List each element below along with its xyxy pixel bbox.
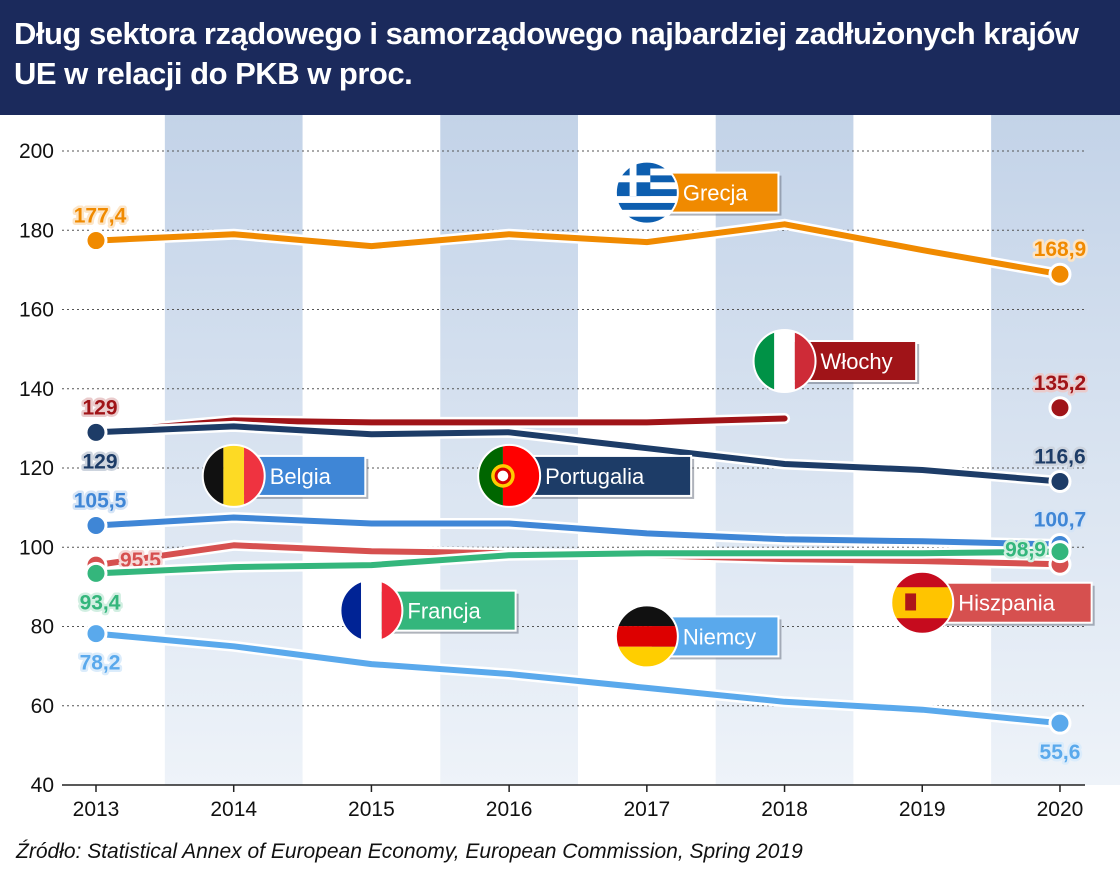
x-tick-label: 2013 [73,798,120,821]
y-tick-label: 80 [31,616,54,639]
y-tick-label: 140 [19,378,54,401]
x-tick-label: 2016 [486,798,533,821]
tag-box [512,454,693,497]
flag-ring [890,570,955,635]
data-point [84,622,108,646]
x-tick-label: 2020 [1037,798,1084,821]
y-tick-label: 200 [19,140,54,163]
x-tick-label: 2017 [623,798,670,821]
data-label: 135,2 [1034,372,1087,395]
chart-title: Dług sektora rządowego i samorządowego n… [14,16,1079,91]
x-tick-label: 2019 [899,798,946,821]
data-label: 116,6 [1034,445,1085,468]
series-name: Belgia [270,464,332,489]
data-point [1048,262,1072,286]
series-francja: 93,4 98,9 Francja [77,536,1072,643]
greece-flag-icon [615,161,678,224]
series-line [93,423,1063,485]
spain-flag-icon [891,571,954,634]
series-tag-francja: Francja [339,578,519,643]
series-tag-grecja: Grecja [614,160,782,225]
series-belgia: 105,5 100,7 Belgia [71,443,1089,556]
y-tick-label: 180 [19,219,54,242]
data-label: 105,5 [74,489,127,512]
flag-ring [614,160,679,225]
series-tag-belgia: Belgia [201,443,369,508]
y-tick-label: 160 [19,299,54,322]
series-line [93,548,1063,577]
series-name: Grecja [683,181,749,206]
y-tick-label: 100 [19,536,54,559]
title-bar: Dług sektora rządowego i samorządowego n… [0,0,1120,115]
series-name: Włochy [821,349,893,374]
data-label: 55,6 [1040,741,1081,764]
flag-ring [614,604,679,669]
series-tag-niemcy: Niemcy [614,604,782,669]
series-tag-hiszpania: Hiszpania [890,570,1095,635]
data-point [1048,711,1072,735]
x-tick-label: 2018 [761,798,808,821]
data-point [1048,469,1072,493]
data-point [84,513,108,537]
x-tick-label: 2014 [210,798,257,821]
data-point [1048,396,1072,420]
series-tag-włochy: Włochy [752,329,920,394]
series-tag-portugalia: Portugalia [477,443,695,508]
series-name: Portugalia [545,464,645,489]
y-tick-label: 120 [19,457,54,480]
series-niemcy: 78,2 55,6 Niemcy [77,604,1083,767]
data-label: 100,7 [1034,508,1087,531]
flag-ring [201,443,266,508]
y-tick-label: 40 [31,774,54,797]
data-label: 78,2 [80,652,121,675]
flag-ring [477,443,542,508]
series-name: Hiszpania [958,591,1055,616]
data-label: 129 [82,396,117,419]
data-label: 168,9 [1034,238,1087,261]
series-line [93,630,1063,727]
line-chart: 40 60 80 100 120 140 160 180 200 2013 2014 2015 2016… [19,115,1120,821]
data-point [84,420,108,444]
data-point [1048,540,1072,564]
data-point [84,229,108,253]
data-label: 98,9 [1005,539,1046,562]
data-label: 177,4 [74,205,127,228]
series-line [93,221,1063,278]
series-name: Niemcy [683,624,756,649]
data-label: 129 [82,450,117,473]
series-line [93,514,1063,548]
flag-ring [339,578,404,643]
series-name: Francja [407,599,481,624]
series-grecja: 177,4 168,9 Grecja [71,160,1089,286]
source-note: Źródło: Statistical Annex of European Ec… [16,840,803,863]
flag-ring [752,329,817,394]
data-point [84,561,108,585]
background-stripe [991,115,1120,785]
series-portugalia: 129 116,6 Portugalia [80,420,1088,508]
x-tick-label: 2015 [348,798,395,821]
y-tick-label: 60 [31,695,54,718]
data-label: 93,4 [80,591,121,614]
